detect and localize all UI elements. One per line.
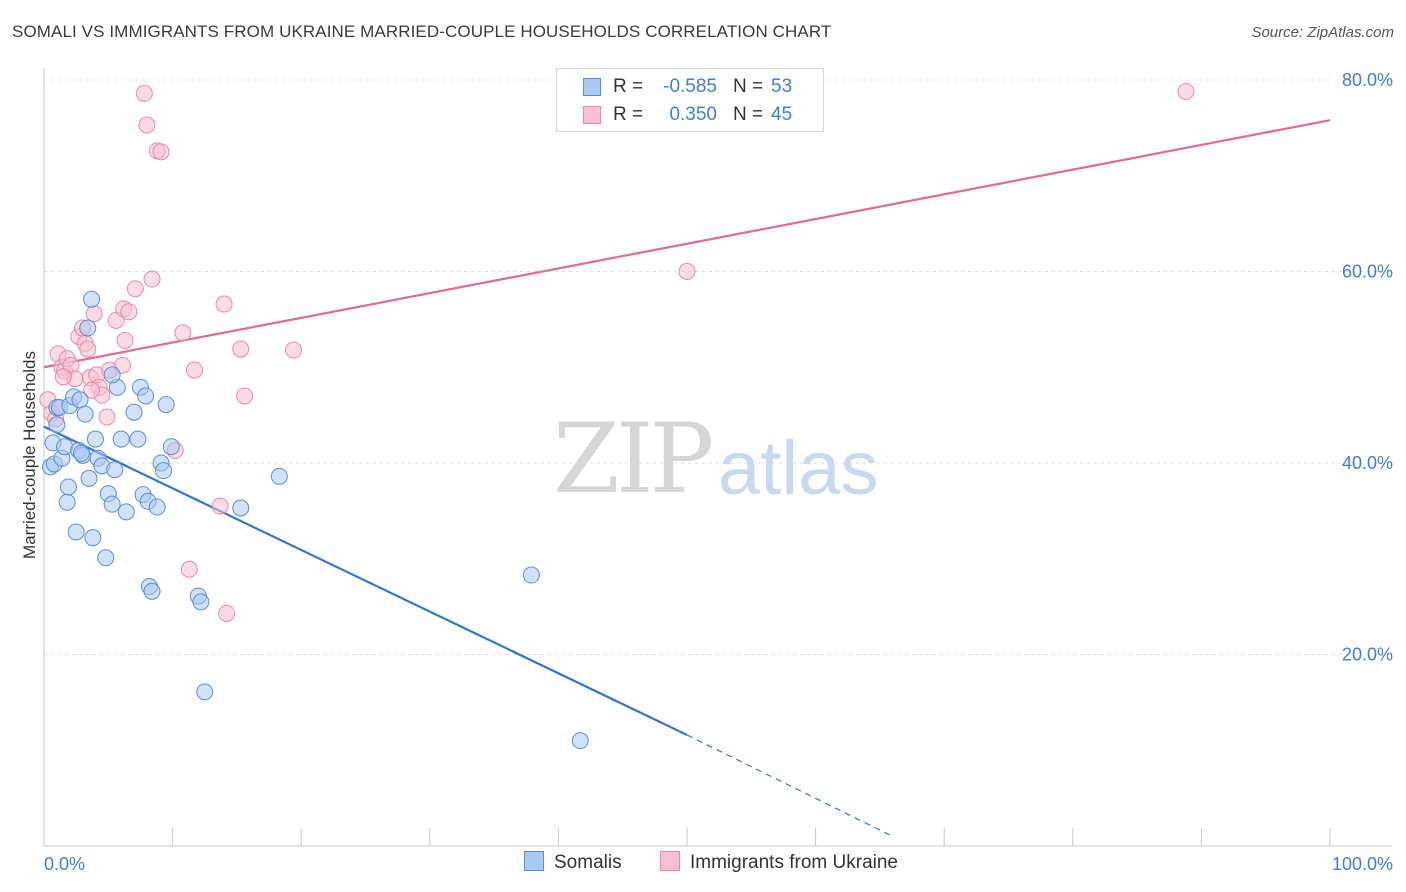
ukraine-point (138, 116, 156, 134)
ukraine-point (236, 387, 254, 405)
legend-label-somali: Somalis (554, 852, 622, 873)
somali-point (157, 396, 175, 414)
somali-point (137, 387, 155, 405)
y-axis-label: Married-couple Households (20, 351, 39, 559)
y-tick-label: 40.0% (1342, 453, 1393, 473)
legend-n-value-somali: 53 (771, 76, 793, 97)
legend-label-ukraine: Immigrants from Ukraine (690, 852, 898, 873)
somali-point (143, 582, 161, 600)
ukraine-point (120, 303, 138, 321)
ukraine-point (83, 381, 101, 399)
x-tick-label: 100.0% (1332, 854, 1393, 874)
x-tick-label: 0.0% (44, 854, 85, 874)
somali-point (232, 499, 250, 517)
somali-point (59, 478, 77, 496)
ukraine-point (211, 497, 229, 515)
trend-lines (43, 119, 1331, 837)
somali-point (270, 467, 288, 485)
bottom-legend-somali[interactable]: Somalis (524, 851, 622, 874)
somali-point (112, 430, 130, 448)
somali-point (117, 503, 135, 521)
somali-point (80, 469, 98, 487)
somali-point (79, 319, 97, 337)
ukraine-point (135, 84, 153, 102)
trend-line-ukraine (43, 119, 1331, 369)
somali-point (58, 493, 76, 511)
legend-r-label: R = (613, 76, 644, 97)
somali-point (571, 732, 589, 750)
ukraine-point (126, 280, 144, 298)
ukraine-point (284, 341, 302, 359)
legend-n-label: N = (733, 76, 764, 97)
legend-swatch-somali (524, 851, 544, 871)
ukraine-point (678, 263, 696, 280)
ukraine-point (215, 295, 233, 313)
somali-point (97, 549, 115, 567)
ukraine-point (218, 604, 236, 622)
source-note: Source: ZipAtlas.com (1251, 24, 1394, 41)
y-tick-label: 20.0% (1342, 645, 1393, 665)
gridlines (44, 79, 1392, 655)
ukraine-point (180, 560, 198, 578)
ukraine-point (174, 324, 192, 342)
somali-point (71, 391, 89, 409)
ukraine-point (116, 331, 134, 349)
tick-labels: 20.0% 40.0% 60.0% 80.0% 0.0% 100.0% (44, 70, 1393, 874)
somali-point (103, 495, 121, 513)
legend-r-value-ukraine: 0.350 (669, 104, 717, 125)
somali-point (155, 462, 173, 480)
legend-swatch-ukraine (583, 106, 601, 124)
somali-point (67, 523, 85, 541)
somali-point (48, 416, 66, 434)
somali-point (84, 529, 102, 547)
legend-n-value-ukraine: 45 (771, 104, 793, 125)
ukraine-point (85, 305, 103, 323)
somali-point (125, 403, 143, 421)
somali-point (103, 366, 121, 384)
somali-point (192, 593, 210, 611)
legend-swatch-somali (583, 78, 601, 96)
legend-row-ukraine: R = 0.350 N = 45 (557, 101, 823, 129)
chart-title: SOMALI VS IMMIGRANTS FROM UKRAINE MARRIE… (12, 22, 832, 41)
legend-r-label: R = (613, 104, 644, 125)
ukraine-point (152, 143, 170, 161)
ukraine-point (1177, 82, 1195, 100)
somali-point (162, 438, 180, 456)
legend-r-value-somali: -0.585 (663, 76, 717, 97)
correlation-legend: R = -0.585 N = 53 R = 0.350 N = 45 (556, 68, 824, 132)
series-somali-points (41, 290, 589, 750)
somali-point (56, 438, 74, 456)
y-tick-label: 80.0% (1342, 70, 1393, 90)
watermark-zip: ZIP (553, 403, 714, 515)
somali-point (196, 683, 214, 701)
somali-point (72, 444, 90, 462)
trend-line-somali (43, 425, 688, 736)
legend-swatch-ukraine (660, 851, 680, 871)
ukraine-point (79, 340, 97, 358)
somali-point (148, 498, 166, 516)
somali-point (129, 430, 147, 448)
watermark-atlas: atlas (718, 426, 879, 511)
somali-point (86, 430, 104, 448)
somali-point (522, 566, 540, 584)
series-ukraine-points (39, 82, 1195, 622)
axes (43, 68, 1392, 847)
somali-point (76, 405, 94, 423)
bottom-legend-ukraine[interactable]: Immigrants from Ukraine (660, 851, 898, 874)
ukraine-point (98, 408, 116, 426)
legend-n-label: N = (733, 104, 764, 125)
ukraine-point (54, 368, 72, 386)
ukraine-point (232, 340, 250, 358)
trend-line-somali-extension (686, 734, 894, 837)
legend-row-somali: R = -0.585 N = 53 (557, 73, 823, 101)
y-tick-label: 60.0% (1342, 262, 1393, 282)
ukraine-point (185, 361, 203, 379)
ukraine-point (143, 270, 161, 288)
somali-point (106, 461, 124, 479)
somali-point (83, 290, 101, 308)
